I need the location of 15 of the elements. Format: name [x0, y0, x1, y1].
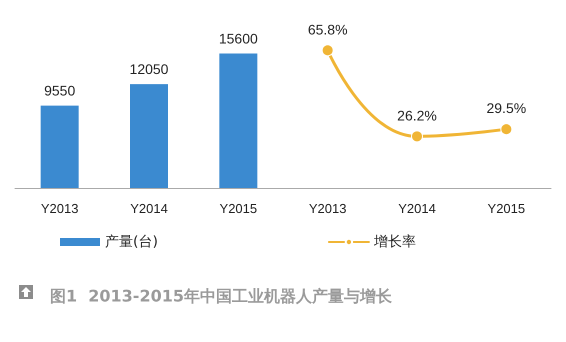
x-tick-label: Y2014 — [130, 201, 168, 216]
data-label: 15600 — [218, 30, 258, 46]
data-label: 65.8% — [308, 21, 348, 38]
x-tick-label: Y2014 — [398, 201, 436, 216]
legend-label: 增长率 — [372, 234, 416, 250]
legend-label: 产量(台) — [105, 234, 158, 250]
data-label: 29.5% — [486, 100, 526, 116]
data-label: 9550 — [44, 82, 76, 99]
x-tick-label: Y2015 — [220, 201, 258, 216]
x-tick-label: Y2015 — [488, 201, 526, 216]
data-label: 12050 — [130, 61, 169, 78]
data-label: 26.2% — [397, 107, 437, 124]
x-tick-label: Y2013 — [308, 201, 346, 216]
text: 图1 2013-2015年中国工业机器人产量与增长 — [50, 286, 393, 306]
x-tick-label: Y2013 — [40, 201, 78, 216]
